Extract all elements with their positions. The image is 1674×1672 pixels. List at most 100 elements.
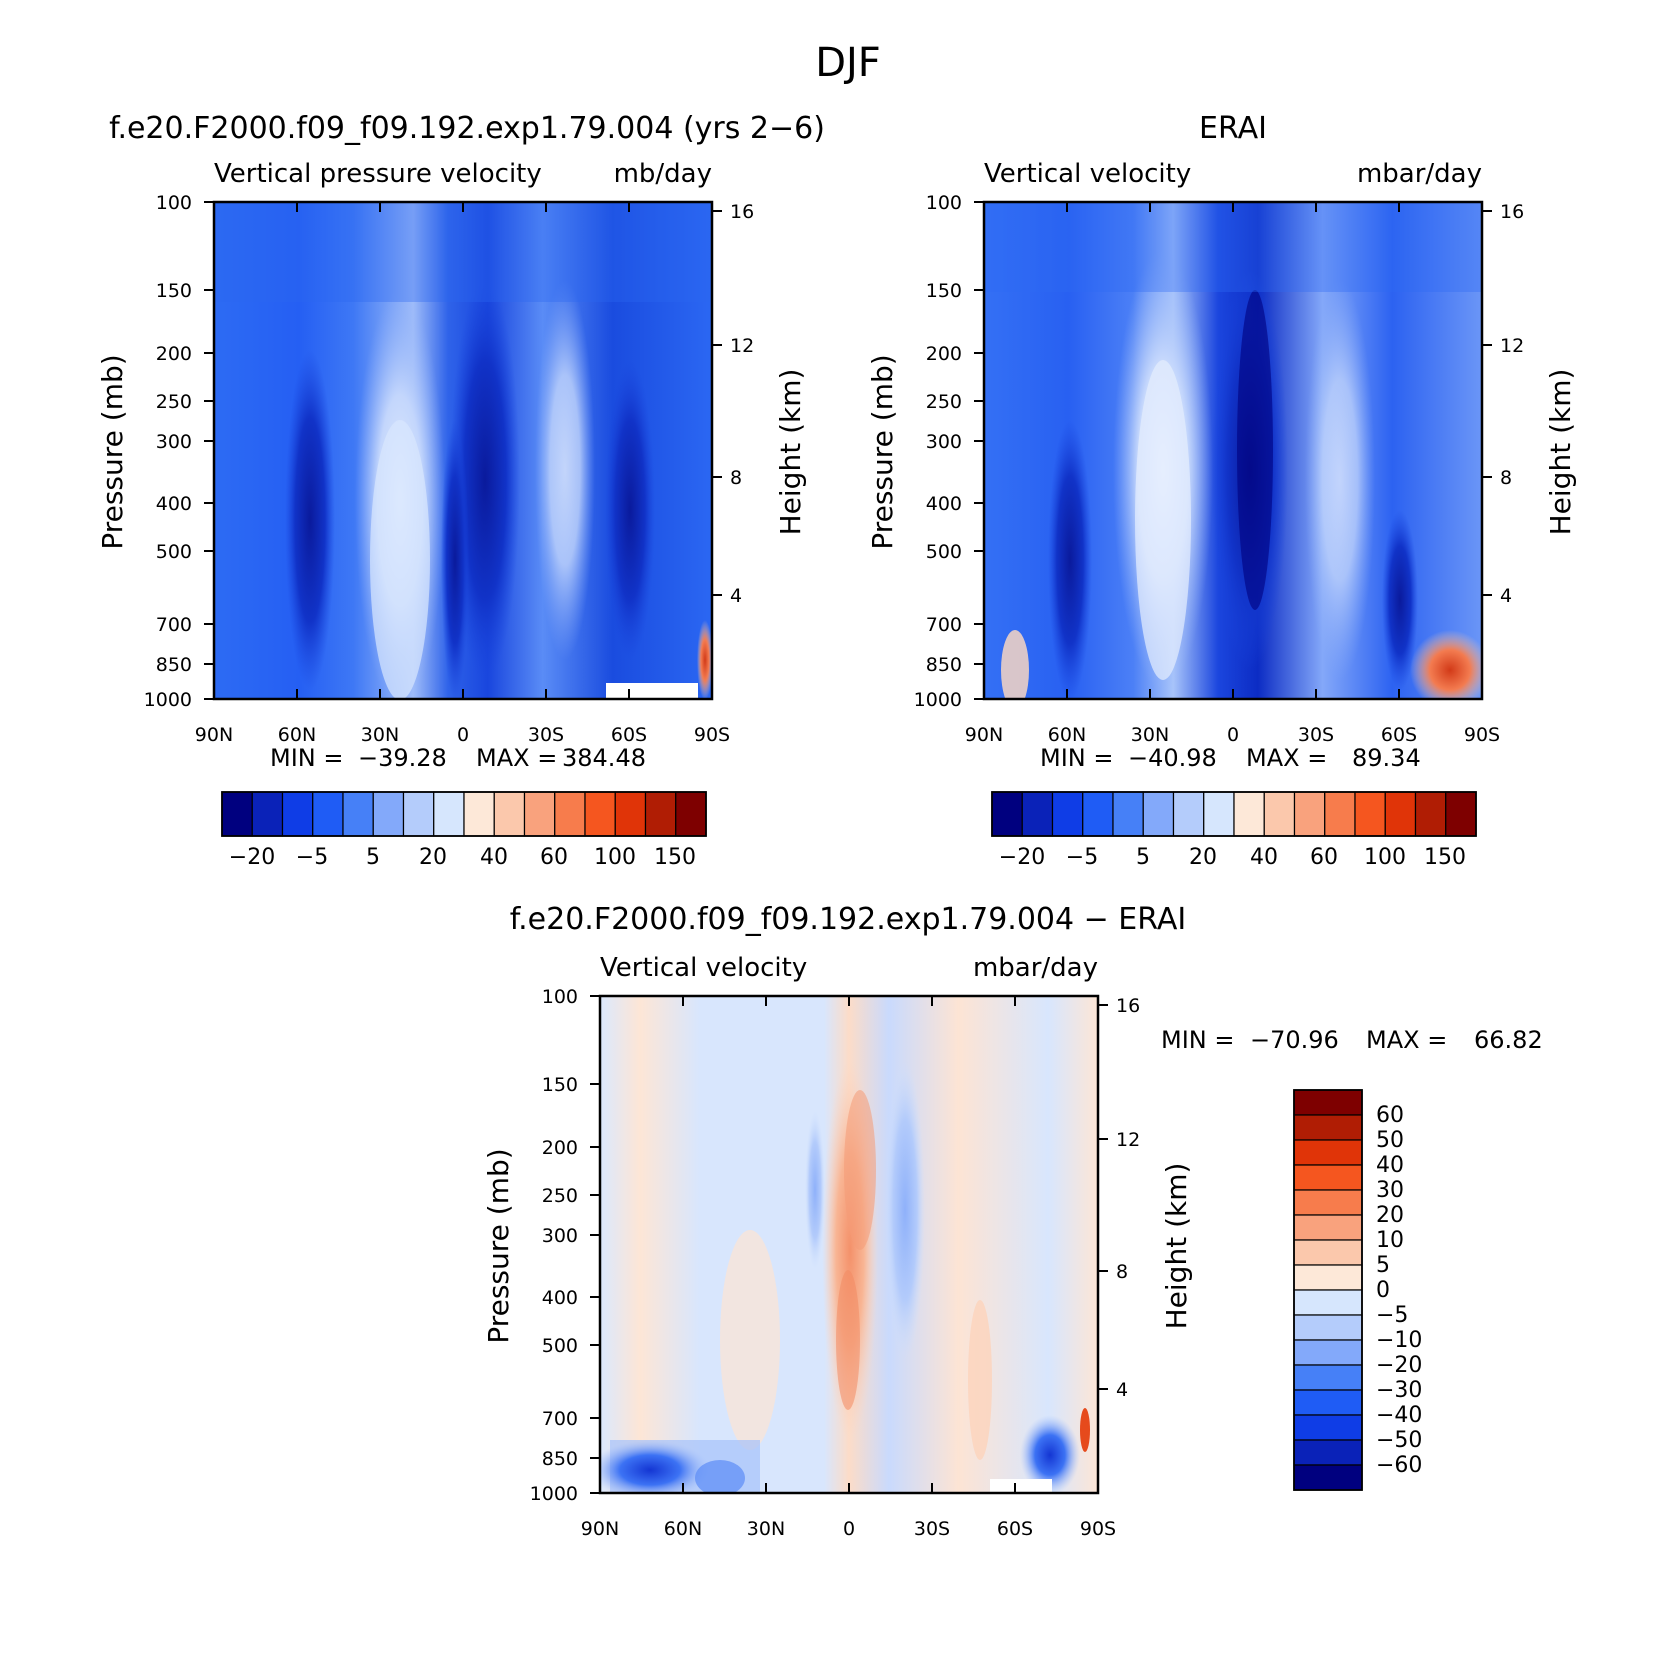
x-tick-label: 90S <box>1464 724 1500 746</box>
contour-field <box>600 996 1098 1493</box>
colorbar-swatch <box>991 791 1023 837</box>
colorbar-swatch <box>433 791 465 837</box>
panel-title: ERAI <box>1199 111 1267 146</box>
colorbar-label: −5 <box>296 845 328 870</box>
colorbar-swatch <box>1051 791 1084 837</box>
colorbar-swatch <box>342 791 374 837</box>
colorbar-frame <box>991 791 1477 837</box>
variable-label: Vertical velocity <box>984 159 1191 189</box>
colorbar-swatch <box>1354 791 1386 837</box>
y-tick-label: 300 <box>156 431 192 453</box>
x-tick-labels: 90N 60N 30N 0 30S 60S 90S <box>195 724 730 746</box>
panel-difference: f.e20.F2000.f09_f09.192.exp1.79.004 − ER… <box>482 902 1543 1540</box>
colorbar-swatch <box>1233 791 1265 837</box>
y-tick-label: 150 <box>542 1074 578 1096</box>
height-tick-label: 4 <box>730 585 742 607</box>
y-axis-label: Pressure (mb) <box>482 1148 515 1343</box>
y-tick-label: 850 <box>542 1448 578 1470</box>
y-tick-label: 200 <box>926 343 962 365</box>
colorbar-label: −30 <box>1376 1378 1422 1403</box>
colorbar-label: 20 <box>1189 845 1217 870</box>
colorbar-swatch <box>312 791 344 837</box>
max-label: MAX = <box>1366 1026 1447 1054</box>
y-tick-label: 250 <box>926 391 962 413</box>
x-ticks <box>983 202 1483 699</box>
min-label: MIN = <box>1040 744 1113 772</box>
x-tick-label: 60N <box>664 1518 702 1540</box>
x-tick-label: 60S <box>1381 724 1417 746</box>
colorbar <box>1293 1089 1363 1491</box>
y-tick-label: 500 <box>926 541 962 563</box>
y-ticks <box>590 995 1108 1494</box>
min-value: −40.98 <box>1128 744 1217 772</box>
colorbar-swatch <box>644 791 677 837</box>
colorbar-swatch <box>675 791 707 837</box>
colorbar-swatch <box>1082 791 1114 837</box>
panel-erai: ERAI Vertical velocity mbar/day 90N <box>866 111 1577 870</box>
colorbar-label: 30 <box>1376 1178 1404 1203</box>
colorbar-label: 150 <box>1424 845 1466 870</box>
colorbar-swatch <box>1263 791 1296 837</box>
colorbar-swatch <box>523 791 556 837</box>
colorbar-label: 100 <box>594 845 636 870</box>
colorbar-label: −50 <box>1376 1428 1422 1453</box>
x-tick-label: 30N <box>1131 724 1169 746</box>
height-tick-label: 12 <box>1500 335 1524 357</box>
colorbar-labels: 60 50 40 30 20 10 5 0 −5 −10 −20 −30 −40… <box>1376 1103 1422 1478</box>
colorbar-swatch <box>584 791 616 837</box>
colorbar-label: 150 <box>654 845 696 870</box>
colorbar-swatch <box>1293 1164 1363 1191</box>
y-tick-label: 500 <box>542 1335 578 1357</box>
colorbar-label: 5 <box>1136 845 1150 870</box>
colorbar-swatch <box>402 791 435 837</box>
x-tick-label: 60N <box>278 724 316 746</box>
colorbar-swatch <box>1293 1189 1363 1216</box>
y-tick-label: 150 <box>156 280 192 302</box>
panel-title: f.e20.F2000.f09_f09.192.exp1.79.004 − ER… <box>510 902 1187 937</box>
y-tick-label: 250 <box>542 1185 578 1207</box>
colorbar-label: 5 <box>366 845 380 870</box>
colorbar-label: 60 <box>1376 1103 1404 1128</box>
colorbar-swatch <box>1203 791 1235 837</box>
x-tick-label: 0 <box>457 724 469 746</box>
y-tick-label: 100 <box>156 192 192 214</box>
max-value: 384.48 <box>562 744 646 772</box>
panel-model: f.e20.F2000.f09_f09.192.exp1.79.004 (yrs… <box>96 111 825 870</box>
y-axis-label: Pressure (mb) <box>866 354 899 549</box>
colorbar-swatch <box>1324 791 1356 837</box>
height-tick-label: 12 <box>730 335 754 357</box>
x-tick-label: 60S <box>997 1518 1033 1540</box>
colorbar-swatch <box>463 791 495 837</box>
variable-label: Vertical pressure velocity <box>214 159 542 189</box>
max-label: MAX = <box>476 744 557 772</box>
colorbar-label: −20 <box>999 845 1045 870</box>
colorbar-swatch <box>1293 1414 1363 1441</box>
height-tick-labels: 16 12 8 4 <box>1116 995 1140 1401</box>
y-tick-label: 200 <box>542 1137 578 1159</box>
colorbar-swatch <box>1445 791 1477 837</box>
y-tick-label: 400 <box>926 493 962 515</box>
colorbar-swatch <box>1293 791 1326 837</box>
height-tick-label: 8 <box>730 467 742 489</box>
colorbar-swatch <box>1293 1464 1363 1491</box>
x-ticks <box>213 202 713 699</box>
colorbar-swatch <box>1414 791 1447 837</box>
y-tick-label: 1000 <box>530 1483 578 1505</box>
stats-line: MIN = −40.98 MAX = 89.34 <box>1040 744 1421 772</box>
variable-label: Vertical velocity <box>600 953 807 983</box>
stats-line: MIN = −70.96 MAX = 66.82 <box>1161 1026 1543 1054</box>
x-tick-label: 30N <box>747 1518 785 1540</box>
x-tick-label: 90N <box>581 1518 619 1540</box>
colorbar-label: 20 <box>419 845 447 870</box>
y-ticks <box>974 201 1492 700</box>
max-label: MAX = <box>1246 744 1327 772</box>
colorbar-label: 60 <box>540 845 568 870</box>
colorbar-swatch <box>1293 1239 1363 1266</box>
y-tick-label: 400 <box>156 493 192 515</box>
x-tick-label: 60S <box>611 724 647 746</box>
min-label: MIN = <box>270 744 343 772</box>
colorbar-swatch <box>281 791 314 837</box>
colorbar-swatch <box>554 791 586 837</box>
height-tick-labels: 16 12 8 4 <box>1500 201 1524 607</box>
colorbar <box>221 791 707 837</box>
